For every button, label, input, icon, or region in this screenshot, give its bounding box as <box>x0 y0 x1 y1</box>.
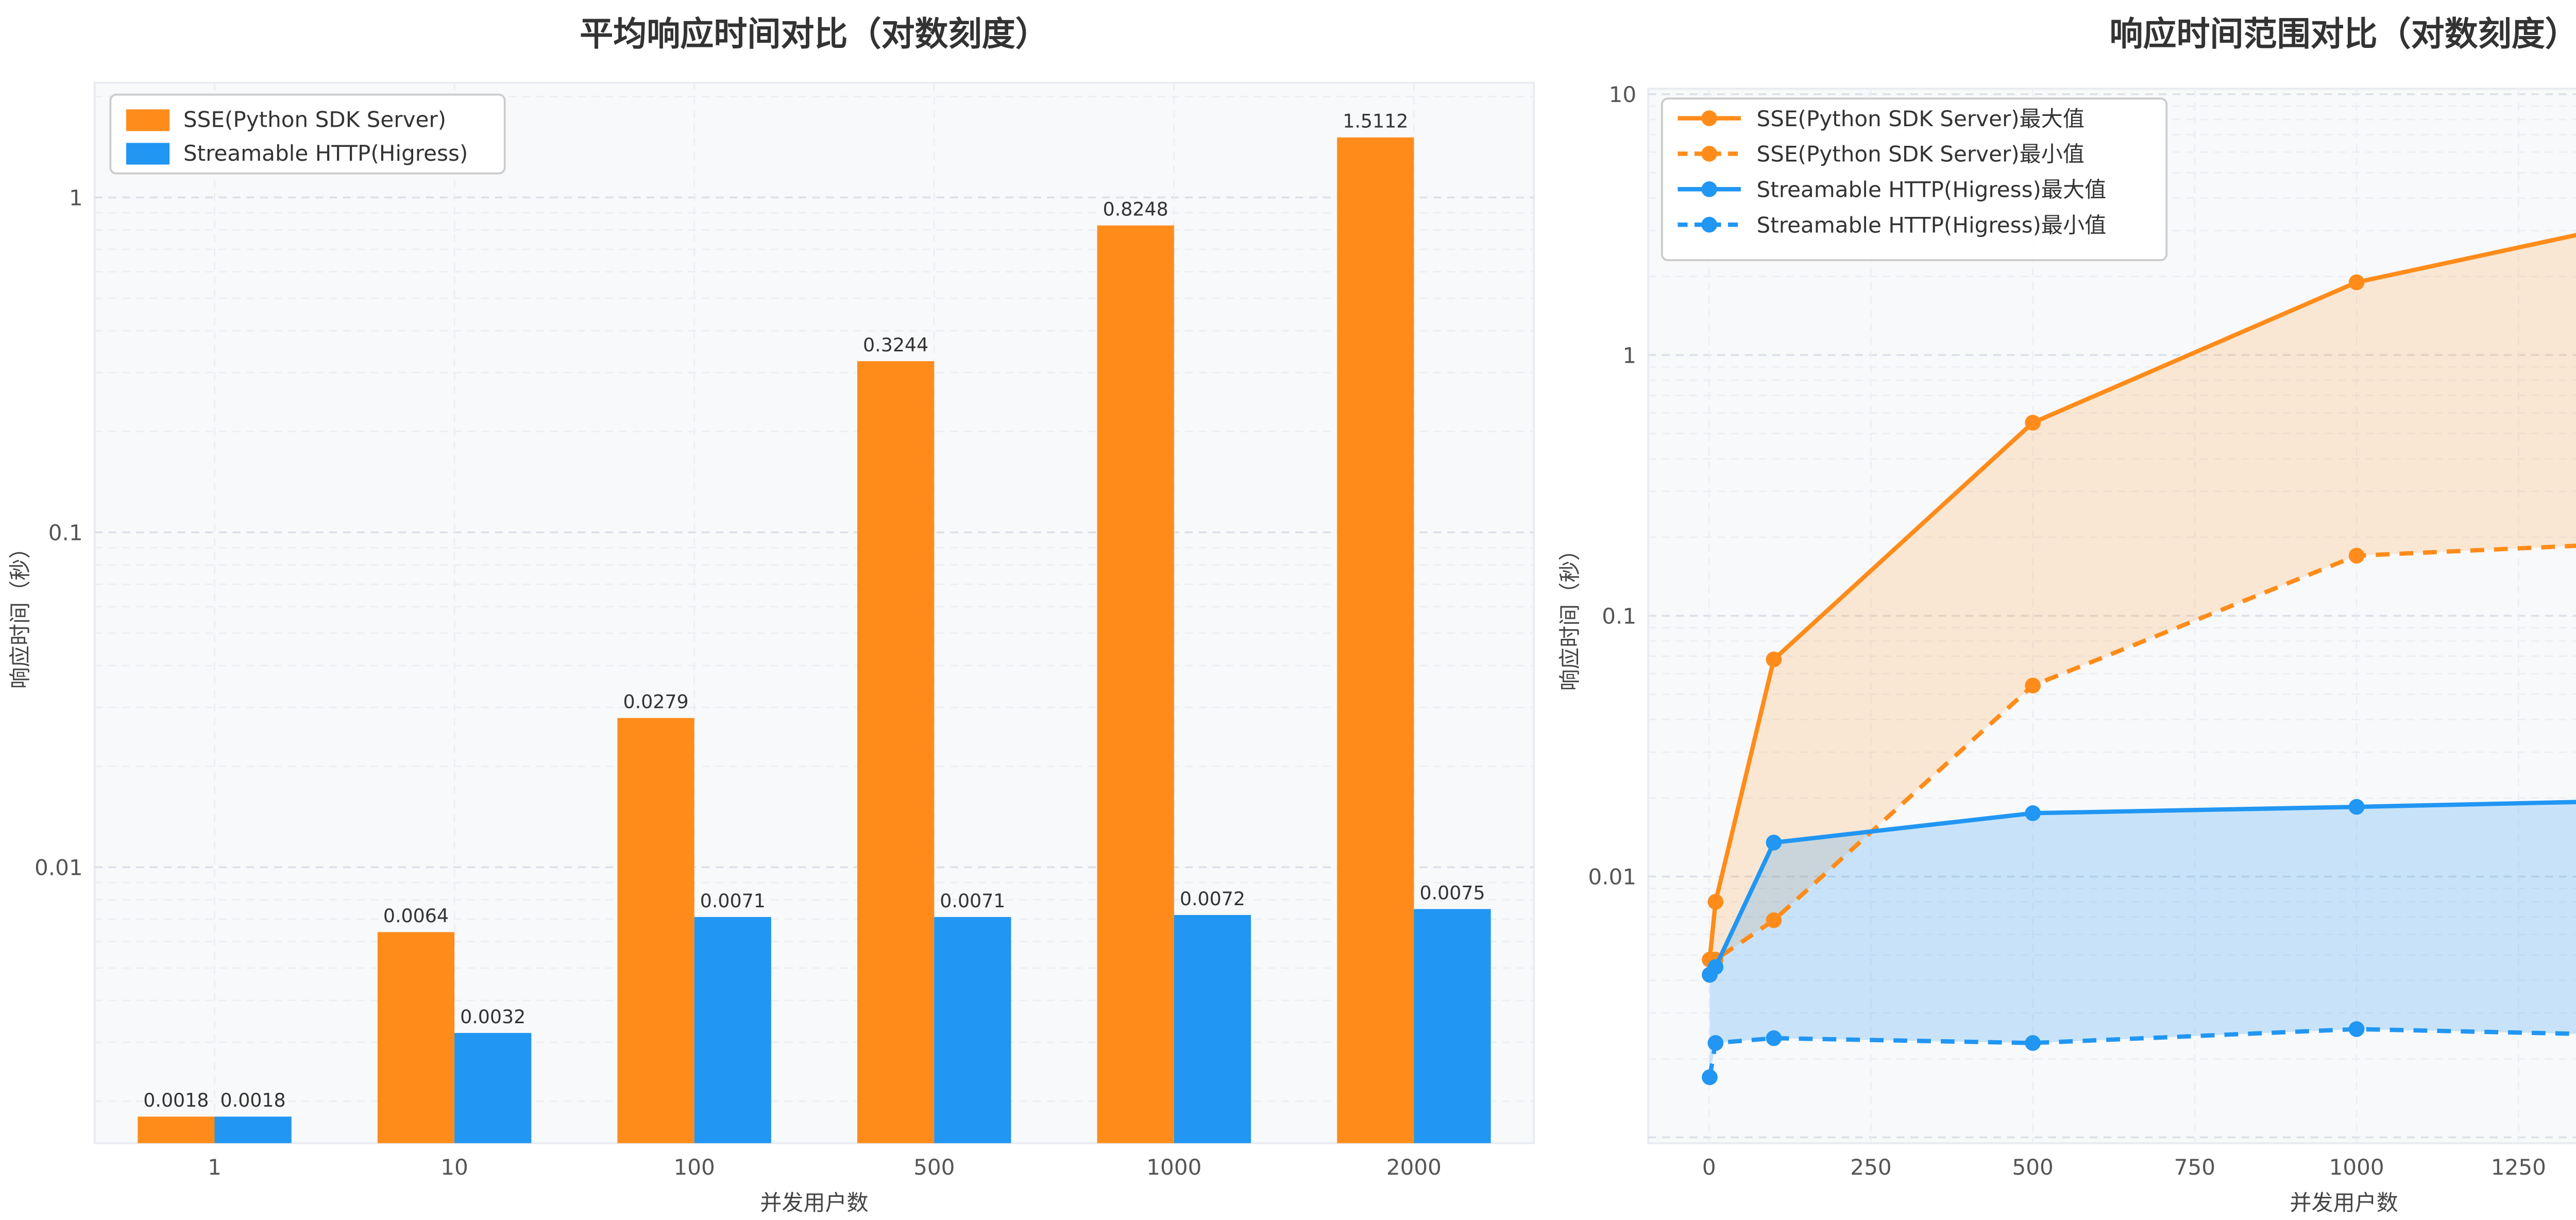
y-axis-label: 响应时间（秒） <box>8 537 33 688</box>
marker <box>2348 799 2365 815</box>
marker <box>1766 835 1782 851</box>
legend-marker-higress-min <box>1701 216 1718 233</box>
x-tick-label: 2000 <box>1386 1155 1442 1180</box>
marker <box>2348 548 2365 564</box>
x-tick-label: 1 <box>208 1155 222 1180</box>
line-chart: 0250500750100012501500175020000.010.1110… <box>1557 15 2576 1215</box>
x-axis-label: 并发用户数 <box>2290 1190 2398 1215</box>
bar-value-label: 0.3244 <box>863 334 928 356</box>
series-line <box>1707 233 2576 960</box>
marker <box>1707 1035 1724 1051</box>
x-tick-label: 500 <box>2012 1155 2054 1180</box>
bar <box>454 1032 532 1143</box>
x-tick-label: 1000 <box>2329 1155 2384 1180</box>
bar-value-label: 0.0071 <box>940 890 1005 912</box>
legend-marker-higress-max <box>1701 181 1718 197</box>
legend-marker-sse-min <box>1701 146 1718 162</box>
marker <box>1707 894 1724 910</box>
marker <box>1707 959 1724 975</box>
axis-ticks: 1 10 100 500 1000 2000 0.01 0.1 1 <box>35 185 1442 1180</box>
x-tick-label: 100 <box>673 1155 715 1180</box>
bar-value-label: 0.0018 <box>143 1089 209 1111</box>
marker <box>2025 805 2041 821</box>
bar <box>214 1116 292 1143</box>
marker <box>2025 1035 2041 1051</box>
y-tick-label: 1 <box>1622 343 1636 368</box>
bar <box>617 718 694 1143</box>
marker <box>2348 274 2365 291</box>
bar <box>857 361 935 1143</box>
x-tick-label: 500 <box>913 1155 955 1180</box>
x-tick-label: 1250 <box>2491 1155 2546 1180</box>
marker <box>2348 1021 2365 1037</box>
range-bands <box>1709 235 2576 1077</box>
marker <box>1766 1030 1782 1046</box>
marker <box>1766 912 1782 928</box>
bar-value-label: 1.5112 <box>1343 110 1408 132</box>
legend: SSE(Python SDK Server)最大值 SSE(Python SDK… <box>1660 97 2168 261</box>
marker <box>2025 415 2041 431</box>
x-axis-label: 并发用户数 <box>760 1190 868 1215</box>
y-tick-label: 0.1 <box>48 520 83 546</box>
chart-title: 平均响应时间对比（对数刻度） <box>580 15 1049 54</box>
bar-value-label: 0.8248 <box>1103 198 1168 221</box>
legend: SSE(Python SDK Server) Streamable HTTP(H… <box>109 93 506 175</box>
bar-value-label: 0.0071 <box>700 890 766 912</box>
bar-value-label: 0.0032 <box>460 1006 526 1028</box>
bars: 0.0018 0.0064 0.0279 0.3244 0.8248 1.5112 0.00… <box>138 110 1491 1143</box>
bar <box>377 932 455 1143</box>
bar-chart-content: 0.0018 0.0064 0.0279 0.3244 0.8248 1.5112 0.00… <box>35 82 1534 1180</box>
legend-box <box>1660 97 2168 261</box>
plot-area <box>93 81 1535 1144</box>
legend-label-sse: SSE(Python SDK Server) <box>183 107 446 132</box>
legend-label-sse-min: SSE(Python SDK Server)最小值 <box>1757 142 2084 167</box>
band <box>1709 235 2576 975</box>
y-tick-label: 0.1 <box>1602 604 1636 629</box>
legend-label-higress: Streamable HTTP(Higress) <box>183 141 468 166</box>
chart-title: 响应时间范围对比（对数刻度） <box>2110 15 2576 54</box>
legend-label-higress-min: Streamable HTTP(Higress)最小值 <box>1757 212 2107 238</box>
bar-value-label: 0.0018 <box>221 1089 286 1111</box>
bar-value-label: 0.0279 <box>623 690 688 713</box>
x-tick-label: 1000 <box>1146 1155 1201 1180</box>
legend-label-higress-max: Streamable HTTP(Higress)最大值 <box>1757 177 2107 202</box>
bar <box>694 917 771 1143</box>
bar <box>1337 137 1414 1143</box>
legend-marker-sse-max <box>1701 110 1718 126</box>
bar <box>1097 225 1174 1143</box>
x-tick-label: 750 <box>2174 1155 2215 1180</box>
gridlines <box>1648 89 2576 1143</box>
bar-value-label: 0.0072 <box>1180 888 1245 910</box>
y-tick-label: 10 <box>1609 82 1637 107</box>
marker <box>2025 677 2041 693</box>
y-axis-label: 响应时间（秒） <box>1557 539 1582 691</box>
y-tick-label: 1 <box>69 185 83 211</box>
x-tick-label: 10 <box>440 1155 468 1180</box>
bar <box>1174 914 1251 1143</box>
legend-box <box>109 93 506 175</box>
bar-chart: 0.0018 0.0064 0.0279 0.3244 0.8248 1.5112 0.00… <box>8 15 1535 1215</box>
y-tick-label: 0.01 <box>1588 865 1636 890</box>
legend-swatch-sse <box>126 109 170 131</box>
bar <box>934 917 1011 1143</box>
x-tick-label: 0 <box>1702 1155 1716 1180</box>
bar-value-label: 0.0075 <box>1419 882 1485 904</box>
bar <box>138 1116 215 1143</box>
bar <box>1414 909 1491 1143</box>
series-lines <box>1702 233 2576 1086</box>
bar-value-label: 0.0064 <box>383 905 449 927</box>
legend-label-sse-max: SSE(Python SDK Server)最大值 <box>1757 106 2084 131</box>
x-tick-label: 250 <box>1850 1155 1891 1180</box>
legend-swatch-higress <box>126 143 170 165</box>
band <box>1709 802 2576 1077</box>
y-tick-label: 0.01 <box>35 855 83 880</box>
marker <box>1702 1069 1718 1086</box>
marker <box>1766 651 1782 668</box>
